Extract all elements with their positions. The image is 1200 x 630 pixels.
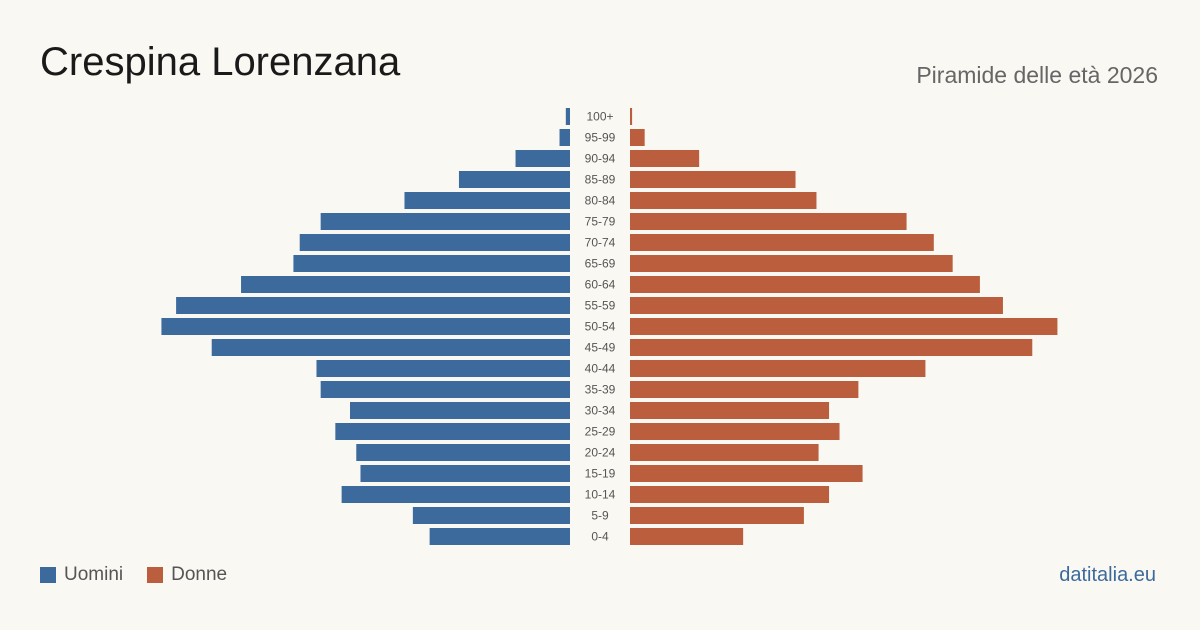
bar-men-80-84 (404, 192, 570, 209)
bar-women-55-59 (630, 297, 1003, 314)
bar-women-30-34 (630, 402, 830, 419)
bar-women-45-49 (630, 339, 1033, 356)
bar-men-70-74 (299, 234, 570, 251)
bar-women-80-84 (630, 192, 817, 209)
bar-women-75-79 (630, 213, 907, 230)
age-label-40-44: 40-44 (585, 362, 616, 376)
bar-women-15-19 (630, 465, 863, 482)
bar-women-90-94 (630, 150, 700, 167)
bar-men-90-94 (515, 150, 570, 167)
bar-women-5-9 (630, 507, 804, 524)
legend-label-women: Donne (171, 564, 228, 585)
bar-women-10-14 (630, 486, 830, 503)
bar-men-0-4 (429, 528, 570, 545)
age-label-65-69: 65-69 (585, 257, 616, 271)
age-label-50-54: 50-54 (585, 320, 616, 334)
age-label-90-94: 90-94 (585, 152, 616, 166)
bar-men-55-59 (176, 297, 570, 314)
bar-women-60-64 (630, 276, 980, 293)
age-label-25-29: 25-29 (585, 425, 616, 439)
age-label-45-49: 45-49 (585, 341, 616, 355)
legend-swatch-men (40, 567, 56, 583)
legend-label-men: Uomini (64, 564, 124, 585)
bar-women-35-39 (630, 381, 859, 398)
bar-men-85-89 (458, 171, 570, 188)
legend-item-women: Donne (147, 564, 227, 586)
bar-women-40-44 (630, 360, 926, 377)
bar-men-50-54 (161, 318, 570, 335)
age-label-60-64: 60-64 (585, 278, 616, 292)
bar-men-40-44 (316, 360, 570, 377)
bar-men-10-14 (341, 486, 570, 503)
legend: Uomini Donne (40, 564, 243, 586)
bar-women-95-99 (630, 129, 645, 146)
age-label-80-84: 80-84 (585, 194, 616, 208)
brand-link[interactable]: datitalia.eu (1059, 564, 1156, 586)
bar-men-75-79 (320, 213, 570, 230)
bar-men-45-49 (211, 339, 570, 356)
bar-men-30-34 (350, 402, 570, 419)
age-label-70-74: 70-74 (585, 236, 616, 250)
bar-men-35-39 (320, 381, 570, 398)
age-label-55-59: 55-59 (585, 299, 616, 313)
bar-men-25-29 (335, 423, 570, 440)
bar-men-60-64 (241, 276, 571, 293)
age-label-100plus: 100+ (586, 110, 613, 124)
age-label-35-39: 35-39 (585, 383, 616, 397)
age-label-20-24: 20-24 (585, 446, 616, 460)
bar-women-25-29 (630, 423, 840, 440)
age-label-5-9: 5-9 (591, 509, 609, 523)
bar-men-95-99 (559, 129, 570, 146)
bar-women-65-69 (630, 255, 953, 272)
bar-women-0-4 (630, 528, 744, 545)
bar-men-100plus (565, 108, 570, 125)
bar-men-65-69 (293, 255, 570, 272)
age-label-95-99: 95-99 (585, 131, 616, 145)
page-title: Crespina Lorenzana (40, 40, 401, 84)
age-label-75-79: 75-79 (585, 215, 616, 229)
age-label-30-34: 30-34 (585, 404, 616, 418)
bar-women-70-74 (630, 234, 934, 251)
bar-women-20-24 (630, 444, 819, 461)
bar-men-15-19 (360, 465, 570, 482)
legend-swatch-women (147, 567, 164, 583)
bar-women-85-89 (630, 171, 796, 188)
bar-women-100plus (630, 108, 633, 125)
age-label-15-19: 15-19 (585, 467, 616, 481)
bar-men-5-9 (412, 507, 570, 524)
bar-men-20-24 (356, 444, 570, 461)
age-label-10-14: 10-14 (585, 488, 616, 502)
chart-subtitle: Piramide delle età 2026 (916, 62, 1158, 88)
bar-women-50-54 (630, 318, 1058, 335)
age-label-0-4: 0-4 (591, 530, 609, 544)
legend-item-men: Uomini (40, 564, 123, 586)
age-label-85-89: 85-89 (585, 173, 616, 187)
